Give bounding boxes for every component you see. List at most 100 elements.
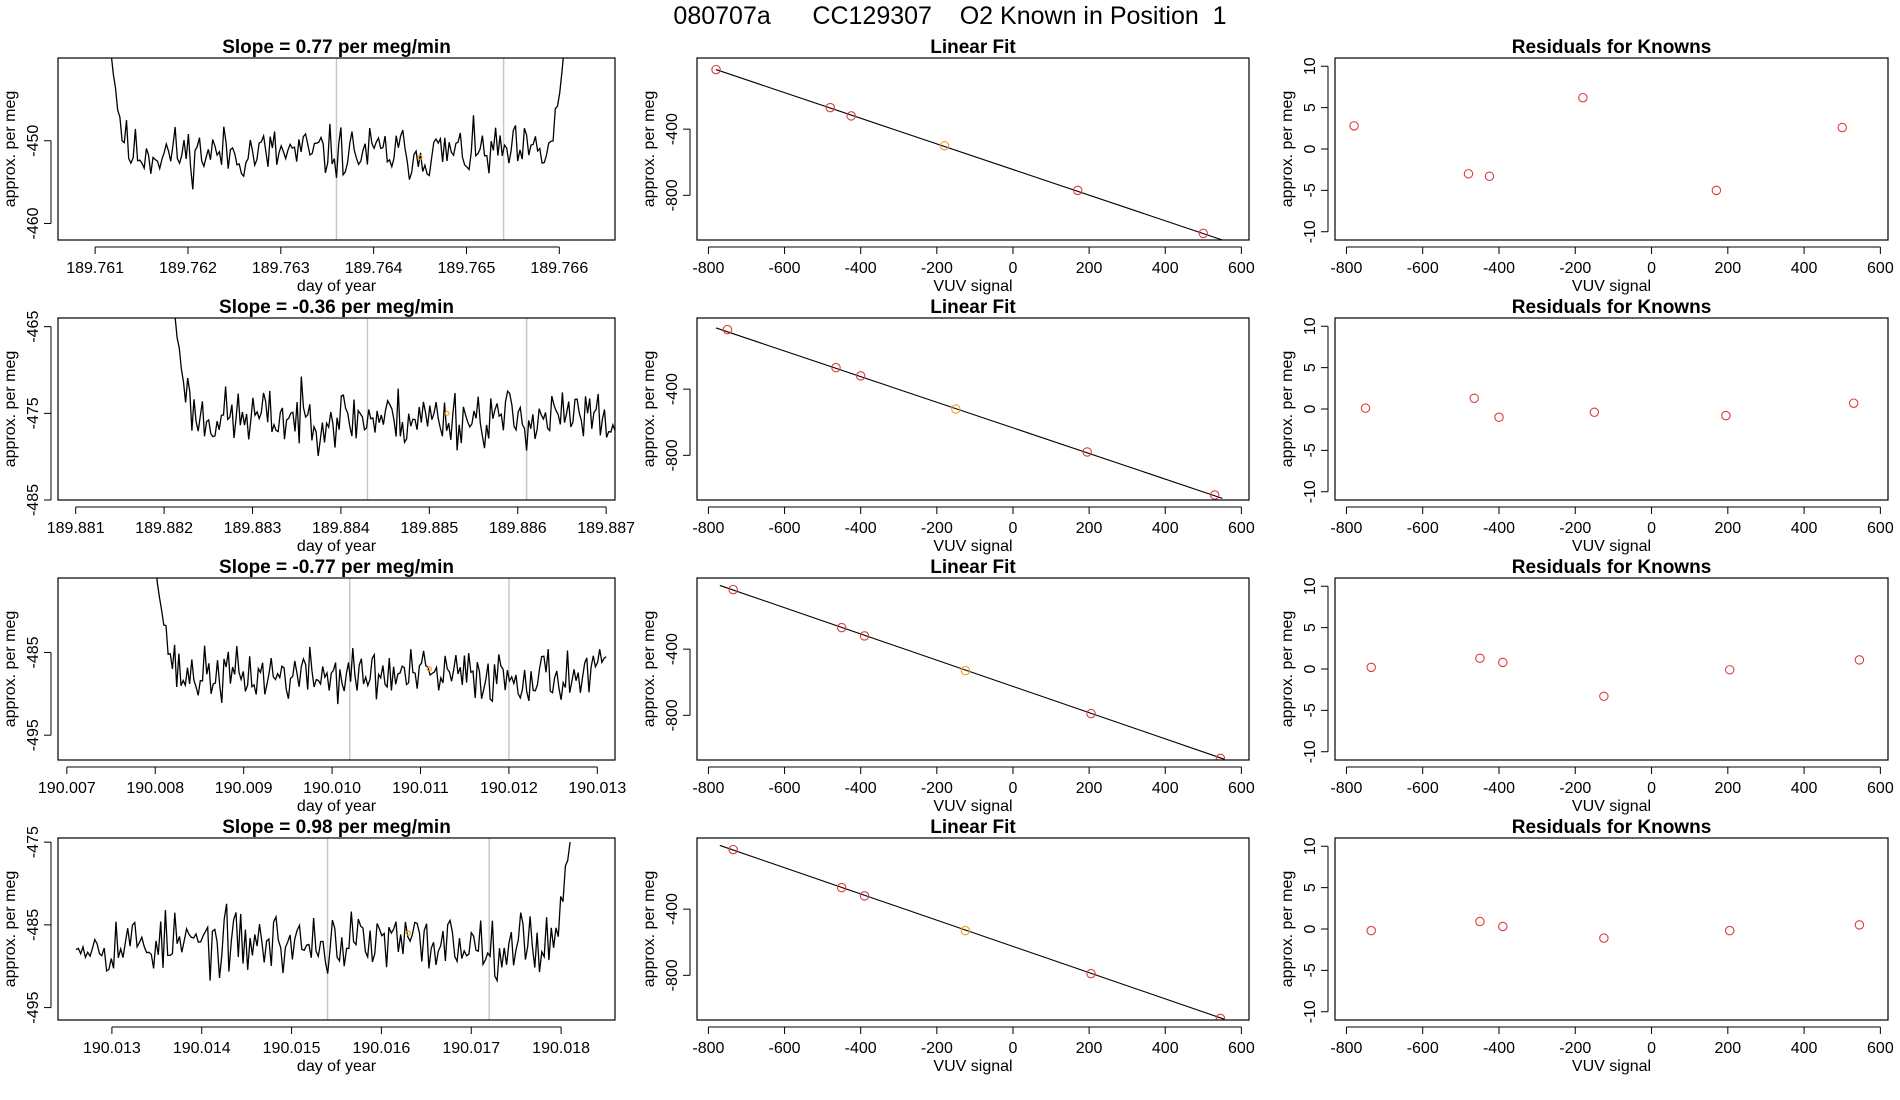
x-axis-label: VUV signal bbox=[1572, 278, 1651, 295]
plot-area bbox=[711, 64, 1223, 240]
y-tick-label: 10 bbox=[1302, 837, 1319, 855]
chart-fit-row-3: Linear Fit -800 -600 -400 -200 0 200 400 600 VUV … bbox=[641, 557, 1255, 815]
x-tick-label: 189.887 bbox=[577, 520, 635, 537]
x-axis-label: VUV signal bbox=[1572, 1058, 1651, 1075]
x-tick-label: 400 bbox=[1152, 520, 1179, 537]
plot-frame bbox=[696, 57, 1250, 241]
plot-area bbox=[75, 838, 571, 1020]
x-tick-label: 189.886 bbox=[489, 520, 547, 537]
highlight-point bbox=[405, 930, 411, 936]
x-tick-label: -800 bbox=[1330, 520, 1362, 537]
x-tick-label: 200 bbox=[1714, 520, 1741, 537]
x-tick-label: 190.017 bbox=[442, 1040, 500, 1057]
x-tick-label: -200 bbox=[921, 1040, 953, 1057]
plot-frame bbox=[1334, 837, 1889, 1021]
x-tick-label: -200 bbox=[1559, 520, 1591, 537]
x-tick-label: -800 bbox=[692, 520, 724, 537]
x-tick-label: -200 bbox=[921, 260, 953, 277]
data-point bbox=[1498, 657, 1508, 668]
data-point bbox=[859, 891, 870, 901]
chart-residuals-row-2: Residuals for Knowns -800 -600 -400 -200 0 200… bbox=[1279, 297, 1894, 555]
data-point bbox=[1366, 662, 1376, 673]
x-tick-label: -400 bbox=[845, 780, 877, 797]
data-point bbox=[711, 64, 721, 75]
x-tick-label: 600 bbox=[1867, 780, 1894, 797]
chart-fit-row-1: Linear Fit -800 -600 -400 -200 0 200 400 600 VUV … bbox=[641, 37, 1255, 295]
page-title: 080707a CC129307 O2 Known in Position 1 bbox=[673, 2, 1227, 30]
x-tick-label: 200 bbox=[1076, 520, 1103, 537]
data-point bbox=[951, 404, 961, 414]
plot-frame bbox=[57, 837, 616, 1021]
plot-frame bbox=[1334, 577, 1889, 761]
plot-area bbox=[1360, 393, 1859, 423]
x-tick-label: 190.018 bbox=[532, 1040, 590, 1057]
x-tick-label: 190.013 bbox=[83, 1040, 141, 1057]
data-point bbox=[1498, 921, 1508, 932]
chart-fit-row-2: Linear Fit -800 -600 -400 -200 0 200 400 600 VUV … bbox=[641, 297, 1255, 555]
chart-title: Residuals for Knowns bbox=[1512, 297, 1712, 318]
x-axis-label: VUV signal bbox=[933, 798, 1012, 815]
x-tick-label: 0 bbox=[1647, 1040, 1656, 1057]
fit-line bbox=[715, 69, 1223, 240]
data-point bbox=[1837, 122, 1847, 133]
data-point bbox=[1366, 925, 1376, 936]
x-tick-label: -400 bbox=[1483, 520, 1515, 537]
x-tick-label: 189.764 bbox=[345, 260, 403, 277]
chart-title: Residuals for Knowns bbox=[1512, 557, 1712, 578]
y-tick-label: -10 bbox=[1302, 220, 1319, 243]
y-tick-label: 5 bbox=[1302, 883, 1319, 892]
plot-frame bbox=[696, 317, 1250, 501]
highlight-point bbox=[444, 410, 450, 416]
data-series-line bbox=[110, 58, 564, 190]
x-tick-label: -200 bbox=[1559, 780, 1591, 797]
x-axis-label: VUV signal bbox=[1572, 538, 1651, 555]
y-tick-label: -485 bbox=[25, 909, 42, 941]
x-tick-label: -400 bbox=[1483, 1040, 1515, 1057]
y-tick-label: -450 bbox=[25, 125, 42, 157]
plot-area bbox=[715, 324, 1223, 500]
x-tick-label: 189.762 bbox=[159, 260, 217, 277]
data-point bbox=[825, 102, 835, 113]
chart-trace-row-3: Slope = -0.77 per meg/min 190.007 190.008 1… bbox=[2, 557, 626, 815]
chart-title: Slope = 0.98 per meg/min bbox=[222, 817, 451, 838]
data-point bbox=[846, 111, 856, 121]
x-tick-label: -800 bbox=[692, 260, 724, 277]
x-tick-label: 190.007 bbox=[38, 780, 96, 797]
y-tick-label: 5 bbox=[1302, 623, 1319, 632]
data-point bbox=[855, 371, 866, 381]
x-tick-label: 200 bbox=[1076, 260, 1103, 277]
y-tick-label: -800 bbox=[664, 439, 681, 471]
chart-title: Linear Fit bbox=[930, 37, 1016, 58]
x-tick-label: 189.761 bbox=[66, 260, 124, 277]
x-tick-label: 400 bbox=[1152, 260, 1179, 277]
y-tick-label: -10 bbox=[1302, 1000, 1319, 1023]
data-point bbox=[960, 665, 971, 676]
data-point bbox=[1349, 121, 1359, 131]
x-tick-label: 200 bbox=[1076, 780, 1103, 797]
x-tick-label: 400 bbox=[1791, 260, 1818, 277]
fit-line bbox=[719, 844, 1225, 1020]
y-tick-label: -460 bbox=[25, 207, 42, 239]
data-point bbox=[1599, 691, 1609, 702]
x-tick-label: 200 bbox=[1714, 780, 1741, 797]
y-tick-label: -5 bbox=[1302, 443, 1319, 457]
y-tick-label: -10 bbox=[1302, 740, 1319, 763]
data-point bbox=[1494, 412, 1504, 423]
y-tick-label: -495 bbox=[25, 719, 42, 751]
plot-area bbox=[719, 844, 1226, 1020]
x-tick-label: 400 bbox=[1152, 1040, 1179, 1057]
x-tick-label: -600 bbox=[769, 1040, 801, 1057]
x-tick-label: 190.010 bbox=[303, 780, 361, 797]
data-point bbox=[728, 584, 738, 595]
x-axis-label: VUV signal bbox=[933, 278, 1012, 295]
y-tick-label: -475 bbox=[25, 397, 42, 429]
plot-area bbox=[156, 578, 607, 760]
data-point bbox=[1848, 398, 1859, 408]
x-tick-label: 200 bbox=[1714, 1040, 1741, 1057]
data-point bbox=[1484, 171, 1495, 182]
y-tick-label: -5 bbox=[1302, 703, 1319, 717]
y-tick-label: 0 bbox=[1302, 664, 1319, 673]
data-point bbox=[1578, 92, 1588, 103]
y-tick-label: 10 bbox=[1302, 317, 1319, 335]
